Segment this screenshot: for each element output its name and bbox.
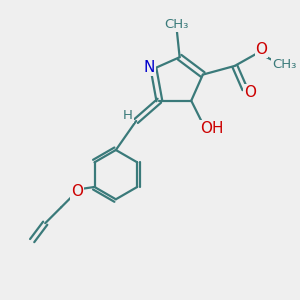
Text: N: N [143,60,155,75]
Text: OH: OH [200,121,223,136]
Text: CH₃: CH₃ [165,18,189,31]
Text: O: O [71,184,83,199]
Text: H: H [123,109,133,122]
Text: O: O [255,42,267,57]
Text: O: O [244,85,256,100]
Text: CH₃: CH₃ [272,58,296,71]
